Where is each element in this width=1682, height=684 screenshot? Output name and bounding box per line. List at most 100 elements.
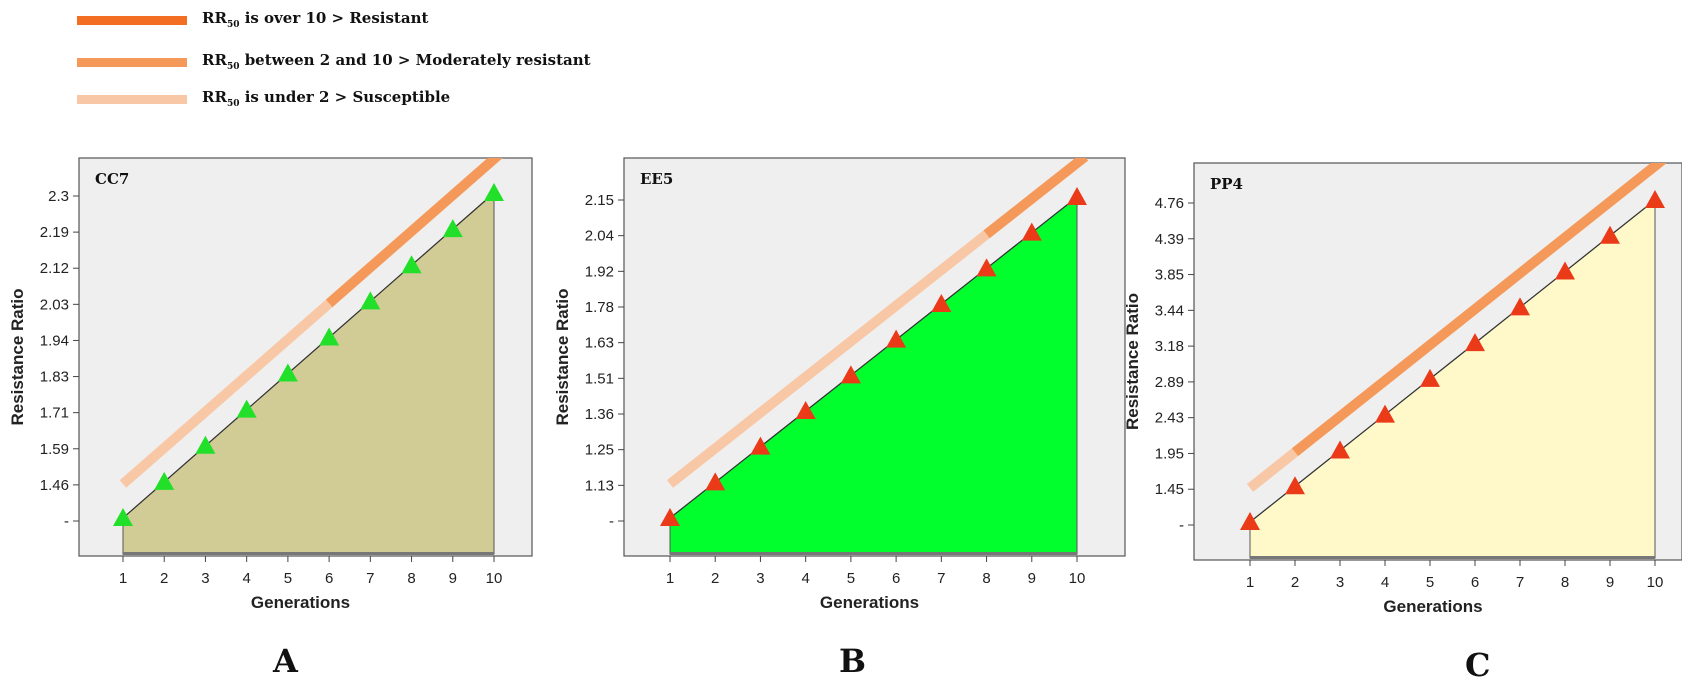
y-tick-label: - bbox=[1179, 517, 1184, 534]
y-tick-label: 2.3 bbox=[48, 188, 69, 205]
data-point bbox=[484, 183, 504, 201]
data-point bbox=[442, 219, 463, 238]
legend-swatch-susceptible bbox=[77, 95, 187, 104]
area-baseline bbox=[670, 552, 1077, 555]
data-point bbox=[277, 363, 298, 382]
y-tick-label: - bbox=[609, 513, 614, 530]
series-line bbox=[669, 196, 1078, 519]
x-tick-label: 6 bbox=[1471, 574, 1479, 591]
x-tick-label: 9 bbox=[1606, 574, 1614, 591]
data-point bbox=[360, 291, 381, 310]
y-tick-label: 2.43 bbox=[1155, 410, 1184, 427]
data-point bbox=[1600, 225, 1620, 244]
panel-label-a: A bbox=[273, 642, 298, 680]
x-tick-label: 1 bbox=[1246, 574, 1254, 591]
band-susceptible bbox=[666, 230, 990, 488]
data-point bbox=[750, 436, 771, 455]
y-tick-label: 1.36 bbox=[585, 406, 614, 423]
data-point bbox=[113, 508, 133, 526]
legend-item-moderately-resistant: RR50 between 2 and 10 > Moderately resis… bbox=[0, 51, 700, 73]
x-axis-label: Generations bbox=[251, 593, 350, 612]
y-tick-label: 2.03 bbox=[40, 296, 69, 313]
data-point bbox=[795, 401, 816, 419]
x-tick-label: 7 bbox=[937, 570, 945, 587]
y-tick-label: 1.59 bbox=[40, 441, 69, 458]
band-moderately-resistant bbox=[325, 158, 503, 308]
y-axis-label: Resistance Ratio bbox=[8, 289, 27, 426]
data-point bbox=[1420, 368, 1440, 387]
x-tick-label: 9 bbox=[1028, 570, 1036, 587]
data-point bbox=[840, 365, 861, 384]
y-tick-label: 4.39 bbox=[1155, 231, 1184, 248]
legend-item-resistant: RR50 is over 10 > Resistant bbox=[0, 9, 700, 31]
data-point bbox=[195, 435, 216, 454]
y-tick-label: 1.71 bbox=[40, 405, 69, 422]
y-tick-label: 2.15 bbox=[585, 192, 614, 209]
y-axis-label: Resistance Ratio bbox=[553, 289, 572, 426]
reference-band bbox=[119, 158, 503, 488]
y-tick-label: 1.94 bbox=[40, 332, 69, 349]
y-tick-label: 3.18 bbox=[1155, 338, 1184, 355]
chart-title: CC7 bbox=[95, 170, 129, 188]
y-tick-label: 1.92 bbox=[585, 263, 614, 280]
y-axis-label: Resistance Ratio bbox=[1123, 293, 1142, 430]
data-point bbox=[1240, 512, 1260, 530]
x-tick-label: 3 bbox=[756, 570, 764, 587]
chart-title: EE5 bbox=[640, 170, 673, 188]
band-susceptible bbox=[119, 299, 333, 488]
data-point bbox=[1555, 261, 1575, 280]
x-tick-label: 8 bbox=[1561, 574, 1569, 591]
x-tick-label: 5 bbox=[847, 570, 855, 587]
data-point bbox=[1021, 222, 1042, 241]
data-point bbox=[976, 258, 997, 277]
legend-label-moderately-resistant: RR50 between 2 and 10 > Moderately resis… bbox=[202, 51, 591, 72]
data-point bbox=[1330, 440, 1350, 459]
x-tick-label: 3 bbox=[1336, 574, 1344, 591]
x-tick-label: 9 bbox=[449, 570, 457, 587]
data-point bbox=[401, 255, 422, 274]
y-tick-label: 3.44 bbox=[1155, 302, 1184, 319]
legend-swatch-moderately-resistant bbox=[77, 58, 187, 67]
reference-band bbox=[666, 158, 1089, 488]
y-tick-label: - bbox=[64, 513, 69, 530]
y-tick-label: 2.12 bbox=[40, 260, 69, 277]
series-line bbox=[122, 192, 495, 519]
series-line bbox=[1249, 199, 1656, 523]
y-tick-label: 3.85 bbox=[1155, 267, 1184, 284]
y-tick-label: 1.63 bbox=[585, 335, 614, 352]
x-tick-label: 10 bbox=[486, 570, 503, 587]
data-point bbox=[1285, 476, 1305, 495]
x-axis-label: Generations bbox=[820, 593, 919, 612]
legend-label-resistant: RR50 is over 10 > Resistant bbox=[202, 9, 429, 30]
data-point bbox=[154, 471, 175, 490]
y-tick-label: 1.95 bbox=[1155, 445, 1184, 462]
y-tick-label: 1.78 bbox=[585, 299, 614, 316]
x-tick-label: 6 bbox=[892, 570, 900, 587]
legend-label-susceptible: RR50 is under 2 > Susceptible bbox=[202, 88, 451, 109]
x-tick-label: 6 bbox=[325, 570, 333, 587]
legend-swatch-resistant bbox=[77, 16, 187, 25]
x-tick-label: 10 bbox=[1069, 570, 1086, 587]
x-tick-label: 8 bbox=[407, 570, 415, 587]
band-moderately-resistant bbox=[983, 158, 1089, 239]
x-tick-label: 7 bbox=[1516, 574, 1524, 591]
x-tick-label: 5 bbox=[1426, 574, 1434, 591]
data-point bbox=[1510, 297, 1530, 316]
y-tick-label: 2.04 bbox=[585, 228, 614, 245]
data-point bbox=[1067, 187, 1087, 205]
x-tick-label: 2 bbox=[711, 570, 719, 587]
panel-label-c: C bbox=[1465, 646, 1491, 684]
data-point bbox=[931, 294, 952, 312]
x-tick-label: 4 bbox=[801, 570, 809, 587]
panel-label-b: B bbox=[839, 642, 867, 680]
data-point bbox=[886, 329, 907, 348]
x-tick-label: 7 bbox=[366, 570, 374, 587]
x-tick-label: 1 bbox=[119, 570, 127, 587]
reference-band bbox=[1246, 163, 1667, 492]
x-tick-label: 4 bbox=[242, 570, 250, 587]
band-moderately-resistant bbox=[1291, 163, 1667, 457]
data-point bbox=[319, 327, 340, 346]
y-tick-label: 4.76 bbox=[1155, 195, 1184, 212]
